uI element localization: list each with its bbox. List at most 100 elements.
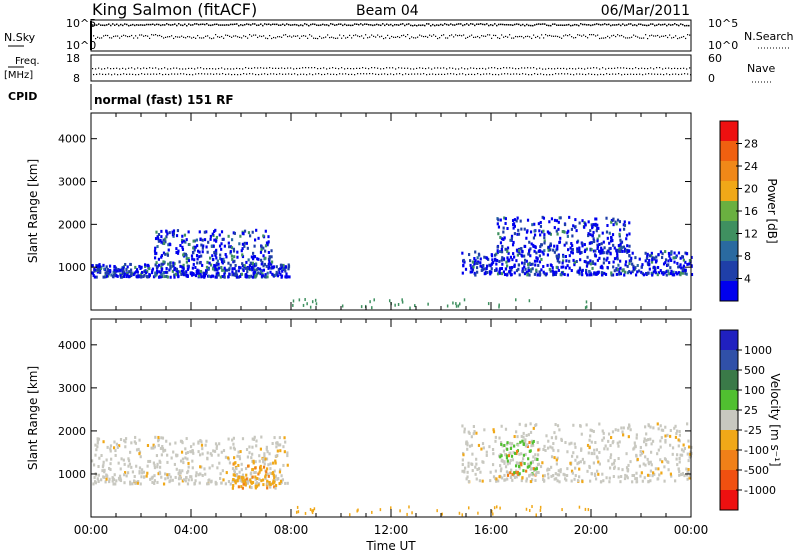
velocity-cell <box>674 479 677 483</box>
power-cell <box>233 231 236 235</box>
power-cell <box>679 273 682 277</box>
nave-point <box>552 73 554 76</box>
power-cell <box>222 268 225 272</box>
power-cell <box>148 273 151 277</box>
power-cell <box>528 240 531 244</box>
velocity-cell <box>94 443 97 447</box>
power-cell <box>259 250 263 254</box>
nsearch-point <box>305 35 307 37</box>
nsearch-point <box>423 35 425 38</box>
velocity-cell <box>552 474 555 478</box>
velocity-cell <box>647 438 650 442</box>
power-cell <box>677 265 680 269</box>
power-cell <box>474 250 477 254</box>
freq-point <box>365 67 367 69</box>
nave-point <box>474 73 476 76</box>
nsky-point <box>360 23 362 25</box>
power-cell <box>672 256 675 260</box>
velocity-cell <box>246 479 249 483</box>
freq-point <box>167 68 169 70</box>
velocity-cell <box>215 444 218 448</box>
nsky-point <box>294 23 296 26</box>
velocity-cell <box>478 479 481 483</box>
velocity-cell <box>589 434 592 438</box>
velocity-cell <box>467 480 470 484</box>
velocity-cell <box>231 479 234 483</box>
nsearch-point <box>165 36 167 38</box>
velocity-cell <box>579 424 582 428</box>
velocity-cell <box>224 455 228 459</box>
freq-point <box>641 67 643 69</box>
velocity-cell <box>466 470 469 474</box>
velocity-cell <box>587 508 590 512</box>
freq-point <box>566 68 568 70</box>
power-cell <box>527 269 530 273</box>
velocity-cell <box>648 473 651 477</box>
nave-point <box>537 73 539 75</box>
velocity-cell <box>527 433 530 437</box>
freq-point <box>656 67 658 69</box>
velocity-cell <box>529 461 532 465</box>
power-cell <box>473 257 476 261</box>
nsky-point <box>342 24 344 27</box>
velocity-cell <box>554 423 557 427</box>
nave-point <box>561 73 563 75</box>
power-cell <box>209 237 212 241</box>
power-cell <box>511 243 515 247</box>
nave-point <box>156 73 158 75</box>
nsky-point <box>572 24 574 27</box>
power-cell <box>577 270 580 274</box>
power-cell <box>119 268 122 272</box>
velocity-cell <box>207 482 210 486</box>
velocity-cell <box>485 450 488 454</box>
nsearch-point <box>313 37 315 39</box>
nave-point <box>351 73 353 75</box>
freq-point <box>605 68 607 70</box>
beam-title: Beam 04 <box>356 3 419 19</box>
nsearch-point <box>507 36 509 38</box>
nsky-point <box>422 24 424 26</box>
nsky-point <box>614 24 616 26</box>
power-cell <box>604 272 608 276</box>
x-tick-label: 08:00 <box>274 523 309 537</box>
velocity-cell <box>537 470 540 474</box>
power-cell <box>273 273 276 277</box>
power-cell <box>116 274 119 278</box>
velocity-cell <box>514 464 518 468</box>
velocity-cell <box>371 510 373 514</box>
velocity-cell <box>166 460 169 464</box>
power-cell <box>618 272 621 276</box>
velocity-cell <box>138 452 141 456</box>
nsearch-point <box>145 35 147 37</box>
power-cell <box>252 257 255 261</box>
velocity-cell <box>152 461 155 465</box>
power-cell <box>201 246 204 250</box>
power-cell <box>283 267 286 271</box>
power-cell <box>674 255 678 259</box>
power-cell <box>685 252 688 256</box>
nsky-point <box>402 23 404 25</box>
power-cell <box>587 234 590 238</box>
velocity-colorbar-band <box>720 330 738 351</box>
velocity-cell <box>590 472 593 476</box>
power-cell <box>122 274 126 278</box>
power-cell <box>601 251 604 255</box>
velocity-cell <box>550 474 553 478</box>
power-cell <box>682 258 685 262</box>
nsearch-point <box>93 35 95 37</box>
nsearch-point <box>261 35 263 38</box>
nsearch-point <box>119 37 121 39</box>
velocity-cell <box>130 465 133 469</box>
power-cell <box>516 232 519 236</box>
power-cell <box>172 261 175 265</box>
nsearch-point <box>245 35 247 38</box>
velocity-cell <box>251 445 254 449</box>
power-cell <box>557 227 560 231</box>
nsky-point <box>314 23 316 26</box>
nsky-point <box>408 23 410 25</box>
nsky-point <box>374 24 376 26</box>
velocity-cell <box>482 446 485 450</box>
velocity-cell <box>525 477 528 481</box>
nsky-point <box>106 24 108 26</box>
velocity-cell <box>238 457 242 461</box>
